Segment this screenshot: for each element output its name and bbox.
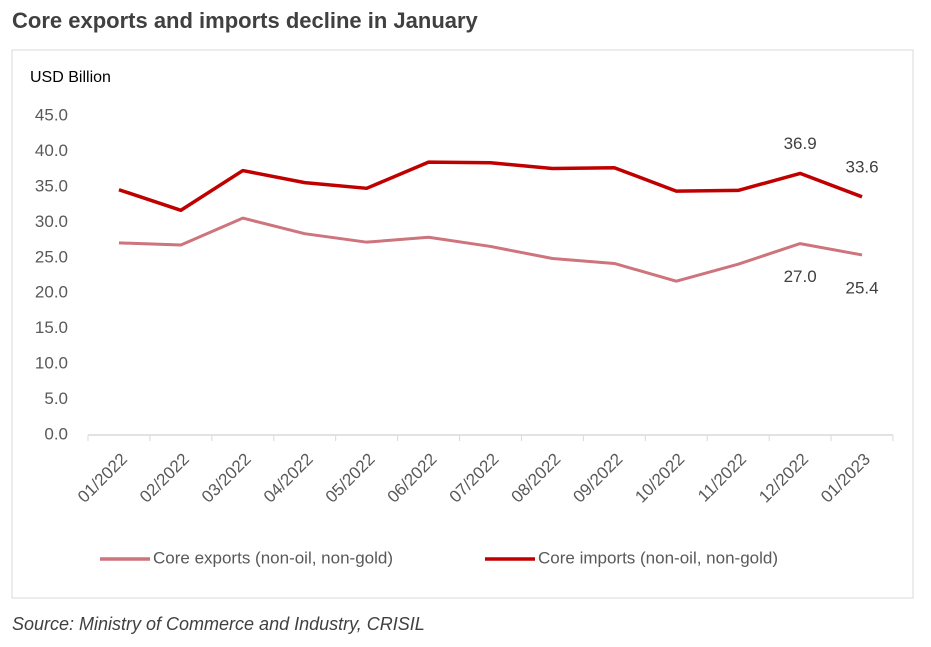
y-axis-label: USD Billion <box>30 69 111 86</box>
y-tick-label: 5.0 <box>44 389 68 408</box>
y-tick-label: 20.0 <box>35 283 68 302</box>
y-tick-label: 0.0 <box>44 424 68 443</box>
y-tick-label: 15.0 <box>35 318 68 337</box>
data-label: 27.0 <box>784 267 817 286</box>
x-tick-label: 09/2022 <box>569 450 626 507</box>
x-tick-label: 04/2022 <box>260 450 317 507</box>
x-tick-label: 06/2022 <box>384 450 441 507</box>
x-tick-label: 12/2022 <box>755 450 812 507</box>
y-tick-label: 45.0 <box>35 105 68 124</box>
x-tick-label: 10/2022 <box>631 450 688 507</box>
y-tick-label: 40.0 <box>35 141 68 160</box>
source-note: Source: Ministry of Commerce and Industr… <box>12 614 425 634</box>
x-tick-label: 05/2022 <box>322 450 379 507</box>
x-tick-label: 01/2022 <box>74 450 131 507</box>
legend-label: Core imports (non-oil, non-gold) <box>538 548 778 567</box>
legend-label: Core exports (non-oil, non-gold) <box>153 548 393 567</box>
x-tick-label: 01/2023 <box>817 450 874 507</box>
series-line <box>118 160 863 213</box>
x-tick-label: 11/2022 <box>694 450 750 506</box>
chart-frame <box>11 49 914 599</box>
x-tick-label: 02/2022 <box>136 450 193 507</box>
y-tick-label: 35.0 <box>35 176 68 195</box>
y-tick-label: 10.0 <box>35 354 68 373</box>
series-line <box>118 216 863 283</box>
x-tick-label: 03/2022 <box>198 450 255 507</box>
x-tick-label: 08/2022 <box>508 450 565 507</box>
y-tick-label: 25.0 <box>35 247 68 266</box>
data-label: 25.4 <box>845 278 878 297</box>
chart-title: Core exports and imports decline in Janu… <box>12 8 479 33</box>
data-label: 33.6 <box>845 157 878 176</box>
y-tick-label: 30.0 <box>35 212 68 231</box>
data-label: 36.9 <box>784 134 817 153</box>
x-tick-label: 07/2022 <box>446 450 503 507</box>
